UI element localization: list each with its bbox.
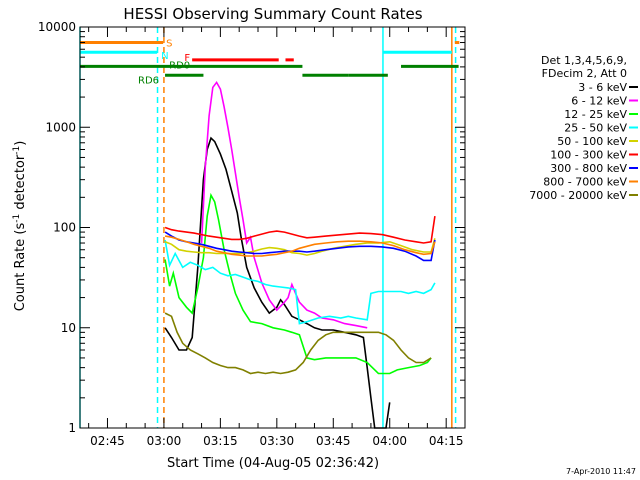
x-tick-label-0: 02:45 — [90, 434, 125, 448]
legend-label-1: 6 - 12 keV — [571, 95, 627, 108]
legend-label-8: 7000 - 20000 keV — [529, 189, 627, 202]
y-tick-label-3: 1000 — [45, 120, 76, 134]
state-bar-label-4: RD6 — [138, 75, 159, 86]
legend-header-1: Det 1,3,4,5,6,9, — [541, 54, 627, 67]
legend-label-3: 25 - 50 keV — [564, 122, 627, 135]
x-tick-label-1: 03:00 — [147, 434, 182, 448]
series-line-3 — [164, 239, 436, 325]
y-tick-label-1: 10 — [61, 321, 76, 335]
y-axis-title: Count Rate (s-1 detector-1) — [12, 141, 28, 312]
date-stamp: 7-Apr-2010 11:47 — [566, 467, 636, 476]
x-tick-label-3: 03:30 — [260, 434, 295, 448]
legend: Det 1,3,4,5,6,9, FDecim 2, Att 0 3 - 6 k… — [529, 54, 638, 202]
legend-label-5: 100 - 300 keV — [550, 149, 627, 162]
state-bar-label-3: RD0 — [169, 60, 190, 71]
chart-title: HESSI Observing Summary Count Rates — [123, 5, 422, 23]
x-tick-label-4: 03:45 — [316, 434, 351, 448]
series-line-1 — [200, 80, 368, 329]
series-line-6 — [164, 231, 436, 262]
y-tick-label-2: 100 — [53, 221, 76, 235]
x-tick-label-5: 04:00 — [372, 434, 407, 448]
series-line-2 — [164, 192, 432, 375]
series-line-4 — [164, 238, 436, 256]
legend-label-7: 800 - 7000 keV — [543, 176, 627, 189]
state-bar-label-1: N — [161, 51, 168, 62]
x-axis-title: Start Time (04-Aug-05 02:36:42) — [167, 456, 379, 471]
legend-label-4: 50 - 100 keV — [557, 135, 627, 148]
legend-header-2: FDecim 2, Att 0 — [542, 67, 627, 80]
series-line-0 — [164, 136, 391, 429]
x-tick-label-2: 03:15 — [203, 434, 238, 448]
legend-label-0: 3 - 6 keV — [578, 81, 627, 94]
state-bar-label-2: F — [184, 53, 190, 64]
legend-label-6: 300 - 800 keV — [550, 162, 627, 175]
y-tick-label-0: 1 — [68, 421, 76, 435]
series-line-7 — [164, 235, 436, 257]
x-tick-label-6: 04:15 — [429, 434, 464, 448]
series-line-5 — [164, 215, 436, 244]
y-tick-label-4: 10000 — [38, 20, 76, 34]
legend-label-2: 12 - 25 keV — [564, 108, 627, 121]
series-line-8 — [164, 312, 432, 375]
state-bar-label-0: S — [166, 39, 172, 50]
